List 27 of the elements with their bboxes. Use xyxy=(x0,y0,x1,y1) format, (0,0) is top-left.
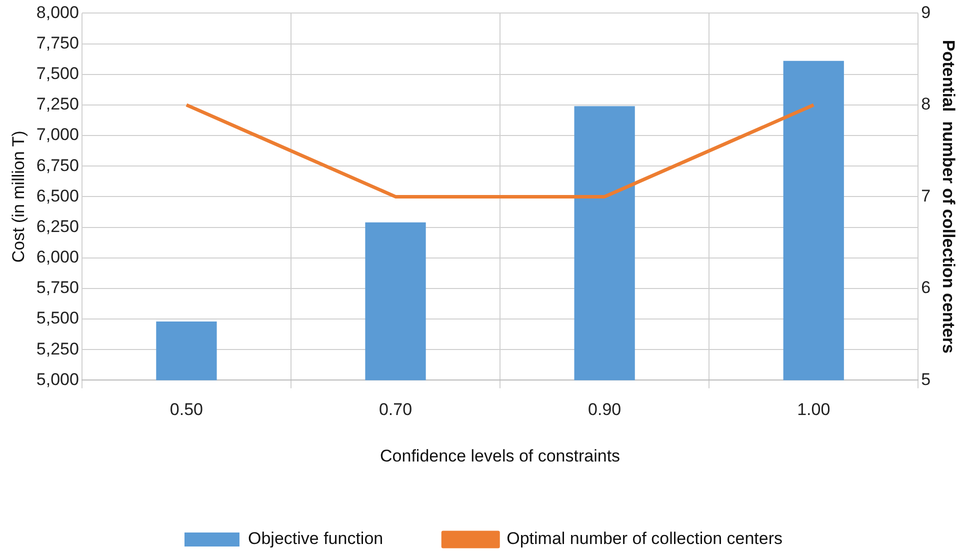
y-tick-label: 7,750 xyxy=(36,33,79,52)
x-tick-label: 0.50 xyxy=(170,400,204,420)
y-tick-label: 6,750 xyxy=(36,156,79,175)
legend-label: Objective function xyxy=(248,529,384,548)
y-tick-label: 6,500 xyxy=(36,186,79,206)
y-axis-title: Cost (in million T) xyxy=(8,130,28,263)
y-tick-label: 8,000 xyxy=(36,2,79,22)
y-tick-label: 6,250 xyxy=(36,216,79,236)
y2-tick-label: 6 xyxy=(921,278,931,298)
x-tick-label: 0.70 xyxy=(378,400,412,420)
y-tick-label: 7,250 xyxy=(36,94,79,114)
y-tick-label: 5,750 xyxy=(36,278,79,298)
y-tick-label: 6,000 xyxy=(36,248,79,267)
y-tick-label: 5,000 xyxy=(36,370,79,389)
y2-tick-label: 9 xyxy=(921,2,931,22)
y2-axis-title: Potential number of collection centers xyxy=(939,40,958,354)
y-tick-label: 5,500 xyxy=(36,308,79,328)
y-tick-label: 5,250 xyxy=(36,339,79,358)
x-axis-title: Confidence levels of constraints xyxy=(380,446,620,466)
x-tick-label: 0.90 xyxy=(588,400,622,420)
y2-tick-label: 8 xyxy=(921,94,931,114)
legend-label: Optimal number of collection centers xyxy=(506,529,783,548)
y-tick-label: 7,000 xyxy=(36,125,79,144)
y-tick-label: 7,500 xyxy=(36,64,79,84)
y2-tick-label: 5 xyxy=(921,370,931,389)
y2-tick-label: 7 xyxy=(921,186,931,206)
x-tick-label: 1.00 xyxy=(797,400,830,420)
